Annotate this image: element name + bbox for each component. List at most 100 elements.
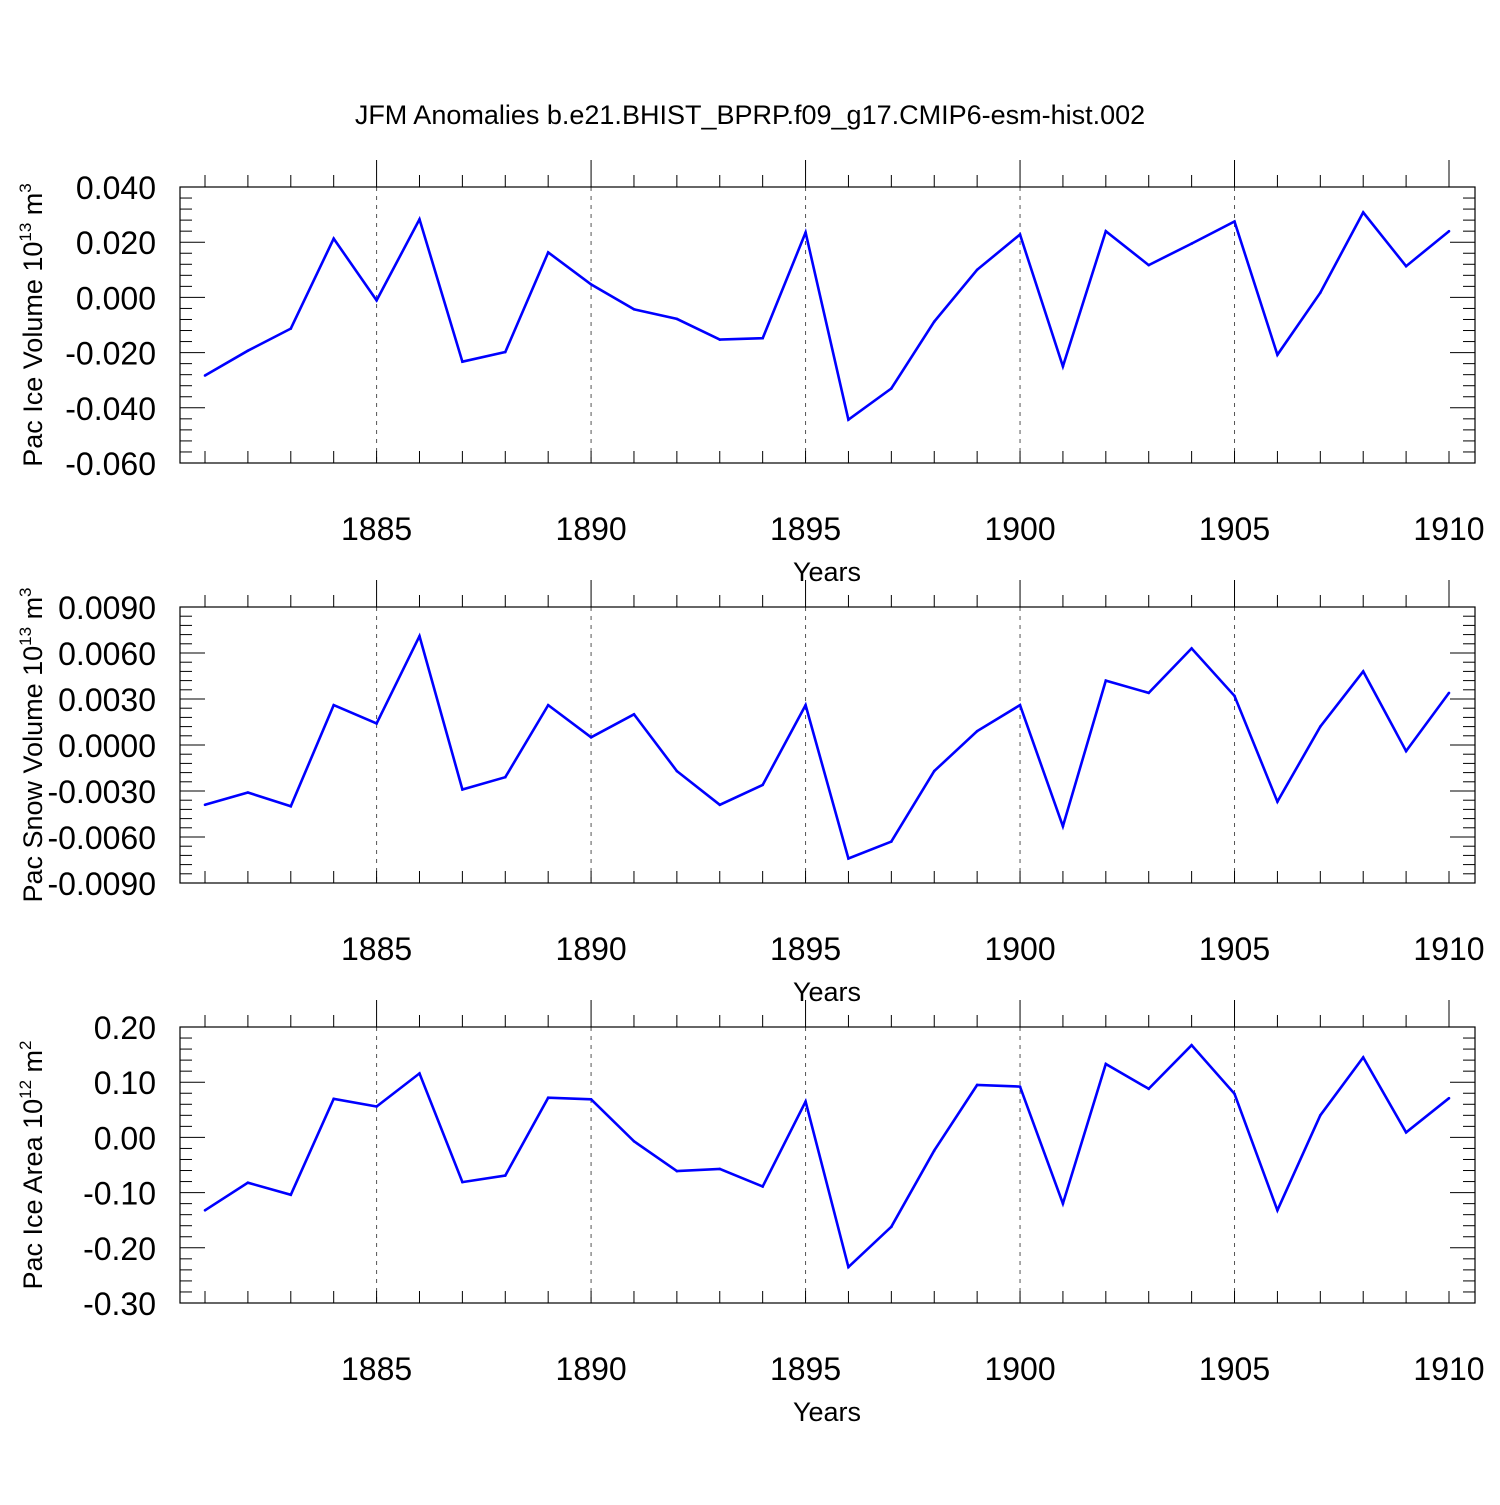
y-axis-label: Pac Snow Volume 1013 m3 [16,587,48,902]
y-tick-label: 0.0000 [58,728,156,764]
y-axis-label-text: Pac Ice Area 10 [18,1099,48,1290]
data-point [461,360,464,364]
y-tick-label: -0.060 [65,446,156,482]
x-tick-label: 1890 [555,931,626,967]
data-point [1447,691,1451,695]
data-point [1319,1114,1322,1117]
data-point [1404,1131,1408,1134]
x-tick-label: 1895 [770,931,841,967]
data-point [246,349,250,352]
plot-frame [179,606,1476,884]
data-point [804,231,807,234]
y-tick-label: 0.20 [94,1010,156,1046]
data-point [890,1225,893,1229]
x-tick-label: 1900 [984,931,1055,967]
x-tick-label: 1910 [1413,1351,1484,1387]
data-point [375,722,378,725]
data-point [1018,1085,1022,1088]
y-axis-label-text: Pac Ice Volume 10 [18,242,48,467]
y-tick-label: -0.30 [83,1286,156,1322]
y-axis-label-unit: m [18,193,48,223]
data-point [332,703,335,707]
x-tick-label: 1885 [341,511,412,547]
data-point [503,1174,507,1177]
data-point [332,237,335,240]
data-point [1276,353,1279,357]
y-axis-label-unit: m [18,597,48,627]
data-point [718,803,722,807]
y-axis-label-exp: 13 [16,223,35,242]
data-point [932,769,936,773]
x-tick-label: 1900 [984,511,1055,547]
data-point [632,713,636,716]
data-point [332,1097,335,1101]
data-point [632,307,636,311]
y-tick-label: 0.020 [76,225,156,261]
data-point [246,791,250,794]
data-point [289,327,293,330]
data-point [975,729,979,733]
y-tick-label: 0.0060 [58,636,156,672]
y-tick-label: 0.000 [76,280,156,316]
data-point [718,338,722,341]
data-point [546,251,550,254]
data-point [975,268,979,272]
data-point [1147,1087,1151,1091]
series-line [204,632,1451,861]
data-point [804,703,807,707]
data-point [1404,264,1408,268]
y-tick-label: 0.10 [94,1065,156,1101]
data-point [1319,291,1322,295]
data-point [375,1105,378,1108]
plot-frame [179,186,1476,464]
data-point [1190,1043,1193,1047]
data-point [1361,211,1365,214]
data-point [203,1208,207,1212]
y-axis-label-unit-exp: 3 [16,587,35,596]
data-point [1061,824,1065,828]
y-tick-label: 0.040 [76,170,156,206]
data-point [1061,365,1065,368]
data-point [761,783,764,787]
chart-title: JFM Anomalies b.e21.BHIST_BPRP.f09_g17.C… [355,100,1145,130]
data-point [1018,233,1022,236]
x-tick-label: 1905 [1199,931,1270,967]
data-point [375,299,378,302]
y-axis-label-unit-exp: 2 [16,1040,35,1049]
x-axis-label: Years [793,557,861,587]
panel-3: 0.20 0.10 0.00 -0.10 -0.20 -0.30 1885 1890 1895 1… [16,1000,1485,1427]
data-point [804,1100,807,1103]
data-point [847,1265,850,1269]
data-point [890,387,893,390]
data-point [1319,725,1322,728]
data-point [418,217,421,221]
x-tick-label: 1895 [770,511,841,547]
y-axis-label-unit: m [18,1050,48,1080]
data-point [546,1096,550,1099]
data-point [589,283,593,286]
x-tick-label: 1910 [1413,931,1484,967]
data-point [289,1193,293,1197]
data-point [418,1072,421,1075]
data-point [1276,800,1279,804]
y-axis-label: Pac Ice Area 1012 m2 [16,1040,48,1289]
data-point [1447,1096,1451,1100]
x-tick-label: 1905 [1199,511,1270,547]
data-point [418,634,421,638]
data-point [503,350,507,354]
y-axis-label-unit-exp: 3 [16,183,35,192]
data-point [1233,220,1236,223]
data-point [203,374,207,377]
y-axis-label-text: Pac Snow Volume 10 [18,646,48,903]
x-tick-label: 1895 [770,1351,841,1387]
data-point [1061,1202,1065,1205]
x-tick-label: 1900 [984,1351,1055,1387]
data-point [1147,691,1151,695]
x-tick-label: 1890 [555,1351,626,1387]
y-axis-label: Pac Ice Volume 1013 m3 [16,183,48,467]
y-tick-label: -0.10 [83,1176,156,1212]
data-point [1276,1208,1279,1212]
data-point [1361,670,1365,673]
x-tick-label: 1910 [1413,511,1484,547]
